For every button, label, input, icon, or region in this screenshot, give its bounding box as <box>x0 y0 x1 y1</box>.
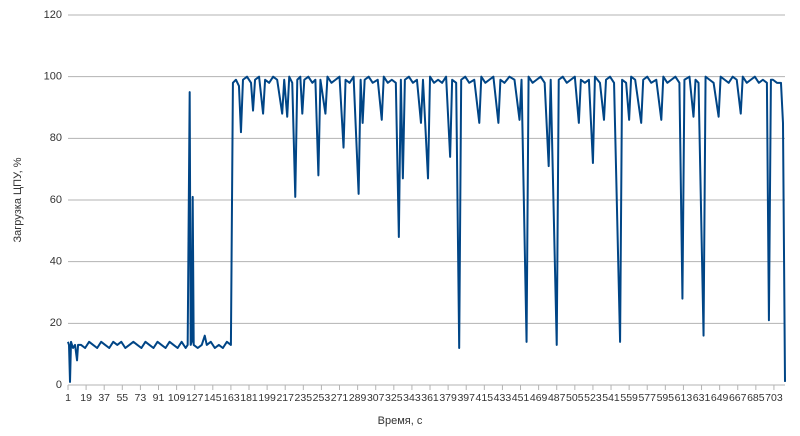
x-tick-label: 253 <box>313 392 331 404</box>
x-tick-label: 325 <box>385 392 403 404</box>
x-tick-label: 1 <box>65 392 71 404</box>
x-tick-label: 487 <box>548 392 566 404</box>
x-tick-label: 667 <box>729 392 747 404</box>
x-tick-label: 199 <box>258 392 276 404</box>
x-tick-label: 37 <box>98 392 110 404</box>
y-axis-title: Загрузка ЦПУ, % <box>12 157 24 242</box>
y-tick-label: 40 <box>50 256 62 268</box>
x-tick-label: 559 <box>620 392 638 404</box>
x-tick-label: 235 <box>295 392 313 404</box>
x-tick-label: 451 <box>512 392 530 404</box>
x-tick-label: 631 <box>693 392 711 404</box>
x-tick-label: 289 <box>349 392 367 404</box>
x-tick-label: 307 <box>367 392 385 404</box>
x-tick-label: 163 <box>222 392 240 404</box>
x-tick-label: 685 <box>747 392 765 404</box>
y-tick-label: 60 <box>50 194 62 206</box>
x-tick-label: 433 <box>494 392 512 404</box>
x-tick-label: 271 <box>331 392 349 404</box>
x-axis-title: Время, с <box>378 415 423 427</box>
x-tick-label: 91 <box>153 392 165 404</box>
line-series <box>67 75 786 383</box>
x-tick-label: 73 <box>135 392 147 404</box>
x-tick-label: 127 <box>186 392 204 404</box>
x-tick-label: 703 <box>765 392 783 404</box>
x-tick-label: 379 <box>439 392 457 404</box>
x-tick-label: 397 <box>457 392 475 404</box>
x-tick-label: 109 <box>168 392 186 404</box>
x-tick-label: 181 <box>240 392 258 404</box>
y-tick-label: 0 <box>56 379 62 391</box>
x-tick-label: 361 <box>421 392 439 404</box>
x-tick-label: 19 <box>80 392 92 404</box>
x-tick-label: 505 <box>566 392 584 404</box>
x-tick-label: 577 <box>638 392 656 404</box>
x-tick-label: 595 <box>657 392 675 404</box>
x-tick-label: 469 <box>530 392 548 404</box>
x-tick-label: 649 <box>711 392 729 404</box>
y-tick-label: 100 <box>44 71 62 83</box>
x-tick-label: 415 <box>476 392 494 404</box>
x-tick-label: 613 <box>675 392 693 404</box>
x-tick-label: 55 <box>116 392 128 404</box>
x-tick-label: 541 <box>602 392 620 404</box>
y-tick-label: 20 <box>50 317 62 329</box>
x-tick-label: 145 <box>204 392 222 404</box>
x-tick-label: 217 <box>276 392 294 404</box>
y-tick-label: 80 <box>50 132 62 144</box>
x-tick-label: 523 <box>584 392 602 404</box>
y-tick-label: 120 <box>44 9 62 21</box>
x-tick-label: 343 <box>403 392 421 404</box>
